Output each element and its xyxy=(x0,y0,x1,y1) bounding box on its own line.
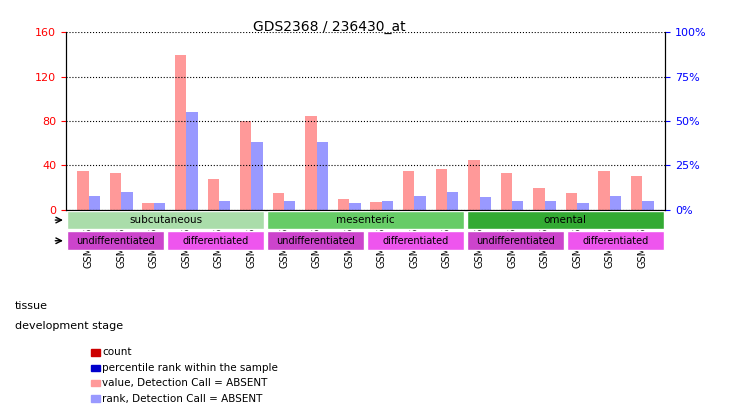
Bar xyxy=(154,202,165,210)
FancyBboxPatch shape xyxy=(467,231,564,250)
Bar xyxy=(88,196,100,210)
Bar xyxy=(643,201,654,210)
Bar xyxy=(251,142,263,210)
Bar xyxy=(414,196,425,210)
Bar xyxy=(610,196,621,210)
Bar xyxy=(121,192,132,210)
Bar xyxy=(175,55,186,210)
Bar xyxy=(534,188,545,210)
Bar xyxy=(208,179,219,210)
Text: value, Detection Call = ABSENT: value, Detection Call = ABSENT xyxy=(102,378,268,388)
Bar xyxy=(631,177,643,210)
Text: undifferentiated: undifferentiated xyxy=(76,236,155,246)
FancyBboxPatch shape xyxy=(67,231,164,250)
Bar xyxy=(403,171,414,210)
Bar xyxy=(545,201,556,210)
Bar xyxy=(599,171,610,210)
Text: mesenteric: mesenteric xyxy=(336,215,395,225)
Text: GDS2368 / 236430_at: GDS2368 / 236430_at xyxy=(253,20,405,34)
FancyBboxPatch shape xyxy=(567,231,664,250)
FancyBboxPatch shape xyxy=(367,231,463,250)
Text: differentiated: differentiated xyxy=(382,236,449,246)
Bar xyxy=(143,203,154,210)
Bar xyxy=(512,201,523,210)
Bar xyxy=(436,169,447,210)
Bar xyxy=(186,112,197,210)
Bar xyxy=(566,193,577,210)
Bar xyxy=(371,202,382,210)
Bar xyxy=(382,201,393,210)
Text: tissue: tissue xyxy=(15,301,48,311)
Text: percentile rank within the sample: percentile rank within the sample xyxy=(102,363,279,373)
Bar xyxy=(273,193,284,210)
Text: subcutaneous: subcutaneous xyxy=(129,215,202,225)
Bar xyxy=(284,201,295,210)
Text: undifferentiated: undifferentiated xyxy=(276,236,355,246)
Bar xyxy=(338,198,349,210)
Text: differentiated: differentiated xyxy=(183,236,249,246)
Bar xyxy=(77,171,88,210)
Text: count: count xyxy=(102,347,132,357)
Bar xyxy=(240,121,251,210)
Text: omental: omental xyxy=(544,215,587,225)
FancyBboxPatch shape xyxy=(268,231,364,250)
Bar xyxy=(577,202,588,210)
Bar xyxy=(306,115,317,210)
Bar xyxy=(480,197,491,210)
Text: development stage: development stage xyxy=(15,321,123,331)
Bar xyxy=(110,173,121,210)
Text: undifferentiated: undifferentiated xyxy=(476,236,555,246)
Bar xyxy=(349,202,360,210)
Bar xyxy=(447,192,458,210)
Text: rank, Detection Call = ABSENT: rank, Detection Call = ABSENT xyxy=(102,394,262,403)
Bar xyxy=(219,201,230,210)
FancyBboxPatch shape xyxy=(467,211,664,229)
Text: differentiated: differentiated xyxy=(582,236,648,246)
FancyBboxPatch shape xyxy=(268,211,463,229)
FancyBboxPatch shape xyxy=(67,211,264,229)
Bar xyxy=(501,173,512,210)
Bar xyxy=(468,160,480,210)
FancyBboxPatch shape xyxy=(167,231,264,250)
Bar xyxy=(317,142,328,210)
